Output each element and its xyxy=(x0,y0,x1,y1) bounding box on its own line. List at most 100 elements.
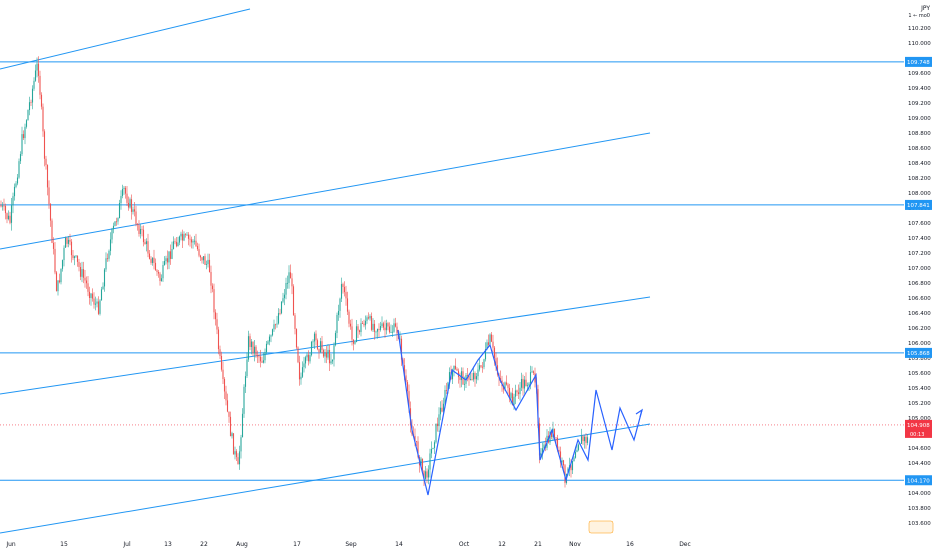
candle-body xyxy=(10,205,13,223)
time-axis: Jun 15 Jul 13 22 Aug 17 Sep 14 Oct 12 21 Nov 16 Dec xyxy=(5,541,691,548)
candle-body xyxy=(403,365,406,376)
candle-body xyxy=(271,329,274,336)
x-tick-label: Jul xyxy=(122,541,131,548)
candle-body xyxy=(315,333,317,341)
candle-body xyxy=(244,376,247,387)
candle-body xyxy=(1,205,4,207)
candle-body xyxy=(144,242,146,245)
candle-body xyxy=(283,294,286,299)
candle-body xyxy=(262,360,265,363)
candle-body xyxy=(69,239,71,242)
candle-body xyxy=(567,468,569,474)
candle-body xyxy=(351,326,353,340)
candle-body xyxy=(366,317,368,321)
candle-body xyxy=(81,269,83,277)
candle-body xyxy=(577,444,580,450)
candle-body xyxy=(45,158,47,165)
candle-body xyxy=(9,215,11,223)
x-tick-label: Dec xyxy=(679,541,691,548)
candle-body xyxy=(478,365,481,370)
candle-body xyxy=(495,358,497,366)
candle-body xyxy=(36,63,38,71)
candle-body xyxy=(550,431,553,438)
candle-body xyxy=(121,189,124,197)
candle-body xyxy=(165,258,167,262)
candle-body xyxy=(415,440,418,442)
candle-body xyxy=(298,362,301,380)
candle-body xyxy=(358,330,361,333)
candle-body xyxy=(580,436,583,444)
candle-body xyxy=(426,471,428,478)
candle-body xyxy=(435,423,437,443)
candle-body xyxy=(531,371,533,373)
candle-body xyxy=(414,435,416,441)
x-tick-label: 12 xyxy=(498,541,506,548)
candle-body xyxy=(196,246,199,250)
candle-body xyxy=(516,390,518,393)
candle-body xyxy=(379,326,382,330)
candle-body xyxy=(585,436,587,443)
candle-body xyxy=(73,256,76,259)
candle-body xyxy=(454,365,457,369)
candle-body xyxy=(393,323,395,332)
candle-body xyxy=(123,187,125,190)
wave-projection-layer xyxy=(397,329,644,496)
candle-body xyxy=(570,465,572,471)
candle-body xyxy=(282,298,284,302)
candle-body xyxy=(166,258,169,263)
candle-body xyxy=(363,323,365,326)
candle-body xyxy=(463,383,466,385)
candle-body xyxy=(91,293,94,299)
candle-body xyxy=(573,457,575,462)
candle-body xyxy=(441,407,443,412)
candle-body xyxy=(162,265,164,279)
candle-body xyxy=(132,209,134,212)
candle-body xyxy=(78,261,80,268)
candle-body xyxy=(88,291,91,298)
candle-body xyxy=(64,237,67,248)
candle-body xyxy=(214,312,217,320)
candle-body xyxy=(160,278,163,281)
candle-body xyxy=(237,457,239,465)
level-price-text: 109.748 xyxy=(907,60,930,66)
candle-body xyxy=(522,378,524,389)
candle-body xyxy=(490,334,493,342)
y-tick-label: 109.400 xyxy=(908,86,931,92)
candle-body xyxy=(438,414,440,427)
candle-body xyxy=(213,289,215,313)
candle-body xyxy=(396,326,398,334)
candle-body xyxy=(13,186,16,197)
candle-body xyxy=(106,258,109,260)
candle-body xyxy=(562,460,565,466)
candle-body xyxy=(31,88,34,103)
candle-body xyxy=(400,338,403,360)
candle-body xyxy=(349,323,352,327)
candle-body xyxy=(202,256,205,261)
candle-body xyxy=(120,196,122,204)
x-tick-label: 13 xyxy=(164,541,172,548)
candle-body xyxy=(67,239,70,244)
y-tick-label: 106.000 xyxy=(908,341,931,347)
candle-body xyxy=(268,336,271,342)
candle-body xyxy=(303,363,305,368)
y-tick-label: 104.600 xyxy=(908,446,931,452)
candle-body xyxy=(201,257,203,261)
candle-body xyxy=(451,369,454,380)
candle-body xyxy=(126,193,128,203)
level-price-tag xyxy=(905,199,932,210)
candle-body xyxy=(292,286,295,316)
candle-body xyxy=(70,241,73,256)
candle-body xyxy=(513,396,515,406)
candle-body xyxy=(352,339,355,344)
candle-body xyxy=(382,323,385,328)
candle-body xyxy=(240,437,242,452)
y-tick-label: 108.400 xyxy=(908,161,931,167)
x-tick-label: 17 xyxy=(293,541,301,548)
candle-body xyxy=(159,273,161,281)
candle-body xyxy=(138,224,140,234)
level-price-text: 105.868 xyxy=(907,351,930,357)
candle-body xyxy=(370,316,373,330)
candle-body xyxy=(540,453,542,456)
